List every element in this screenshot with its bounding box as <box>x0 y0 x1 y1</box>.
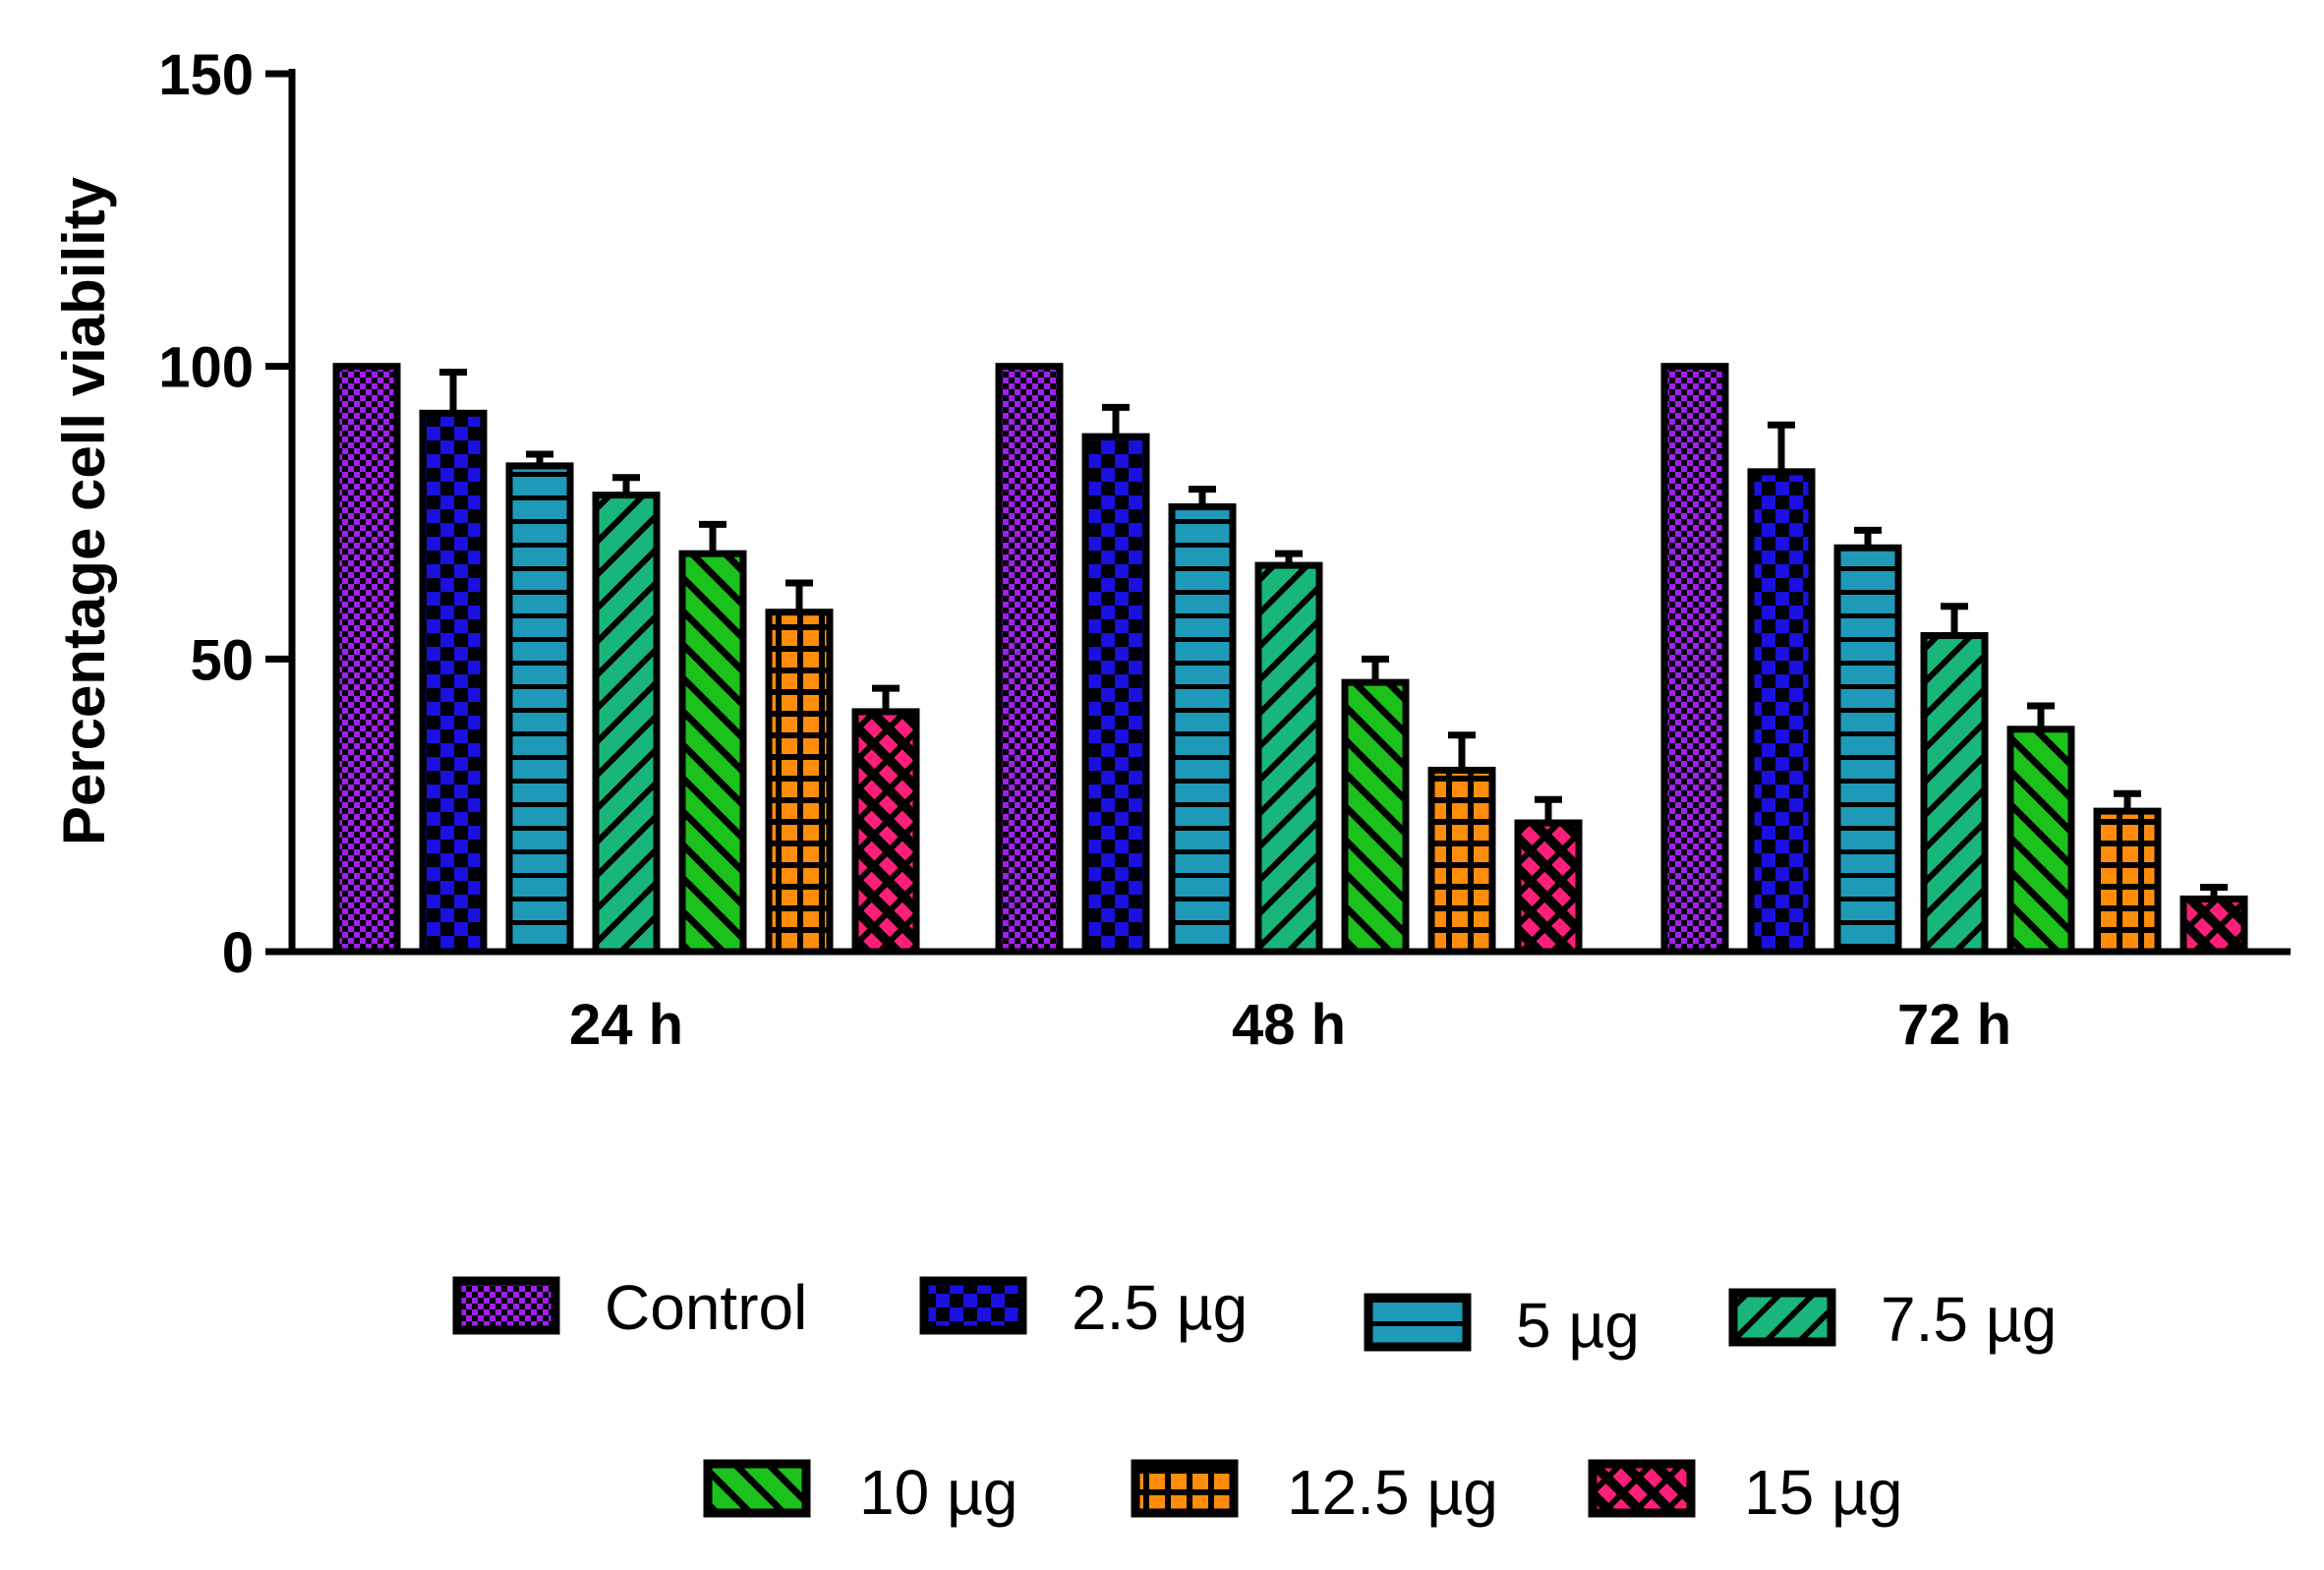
bar <box>505 462 574 956</box>
legend-swatch <box>1364 1293 1472 1352</box>
bar <box>1747 468 1816 956</box>
bar <box>678 550 747 956</box>
bar <box>1427 766 1496 956</box>
legend-swatch <box>1131 1459 1239 1518</box>
bar <box>1168 503 1237 956</box>
bar <box>995 363 1064 956</box>
bar <box>1920 632 1989 956</box>
legend-label: Control <box>605 1272 807 1343</box>
y-tick-label: 0 <box>222 921 254 985</box>
bar <box>765 609 834 956</box>
bar <box>1341 678 1410 956</box>
x-tick-label: 48 h <box>1232 993 1346 1057</box>
legend: Control 2.5 µg 5 µg 7.5 µg 10 µg 12.5 µg 15 µg <box>452 1272 2057 1528</box>
bar <box>1660 363 1729 956</box>
legend-label: 10 µg <box>859 1457 1017 1528</box>
legend-label: 7.5 µg <box>1881 1284 2057 1355</box>
legend-swatch <box>919 1276 1027 1335</box>
bars-layer <box>332 363 2248 956</box>
bar <box>1833 544 1902 956</box>
bar <box>332 363 401 956</box>
legend-swatch <box>1588 1459 1696 1518</box>
legend-label: 5 µg <box>1516 1290 1640 1361</box>
y-axis-label: Percentage cell viability <box>51 176 117 845</box>
bar <box>1514 819 1583 956</box>
bar <box>592 492 661 956</box>
bar <box>1081 433 1150 956</box>
y-tick-label: 100 <box>158 336 254 400</box>
legend-label: 2.5 µg <box>1072 1272 1248 1343</box>
y-tick-label: 150 <box>158 43 254 107</box>
x-tick-label: 24 h <box>569 993 683 1057</box>
legend-swatch <box>452 1276 560 1335</box>
bar <box>1254 561 1323 956</box>
x-tick-labels: 24 h 48 h 72 h <box>569 993 2011 1057</box>
bar <box>419 409 488 956</box>
legend-label: 15 µg <box>1744 1457 1902 1528</box>
legend-label: 12.5 µg <box>1287 1457 1498 1528</box>
y-tick-label: 50 <box>190 628 254 692</box>
legend-swatch <box>703 1459 811 1518</box>
bar <box>851 708 920 956</box>
bar <box>2179 895 2248 956</box>
y-ticks: 0 50 100 150 <box>158 43 292 985</box>
x-tick-label: 72 h <box>1897 993 2011 1057</box>
bar <box>2093 807 2162 956</box>
bar <box>2006 726 2075 956</box>
legend-swatch <box>1728 1288 1836 1347</box>
error-bars-layer <box>439 369 2228 900</box>
